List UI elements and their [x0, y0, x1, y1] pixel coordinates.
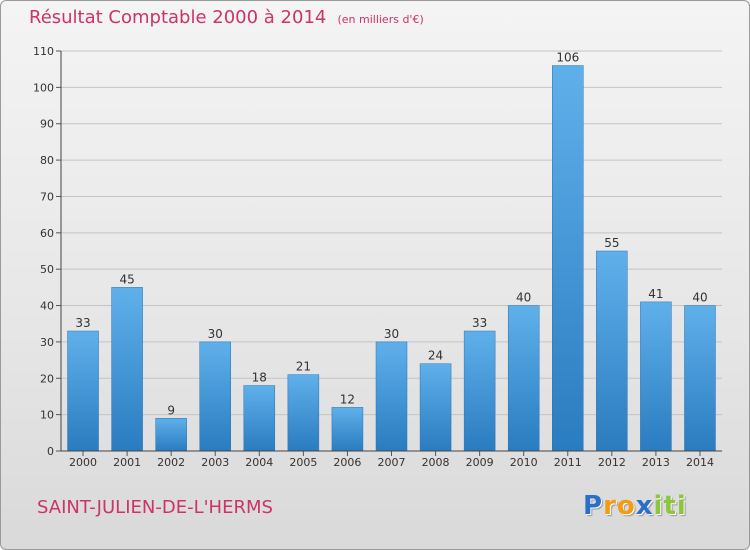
x-tick-label: 2012 [598, 456, 626, 469]
y-tick-label: 10 [40, 409, 54, 422]
chart-title-row: Résultat Comptable 2000 à 2014 (en milli… [29, 7, 424, 28]
chart-title: Résultat Comptable 2000 à 2014 [29, 7, 327, 28]
bar-2002 [155, 418, 187, 452]
bar-2005 [287, 374, 320, 452]
logo-letter: i [676, 491, 687, 521]
data-label: 21 [296, 360, 311, 374]
bar-2010 [507, 305, 540, 452]
x-tick-label: 2002 [157, 456, 185, 469]
bar-2007 [375, 341, 408, 452]
axes: 0 10 20 30 40 50 60 70 80 90 100 110 2000 2001 2002 200… [33, 45, 722, 469]
data-label: 18 [252, 371, 267, 385]
x-tick-label: 2010 [510, 456, 538, 469]
y-tick-label: 50 [40, 263, 54, 276]
data-label: 33 [472, 316, 487, 330]
x-tick-label: 2000 [69, 456, 97, 469]
bar-2008 [419, 363, 452, 452]
bar-series: 33 45 9 30 18 21 12 30 24 33 40 106 55 41 40 [67, 51, 716, 452]
logo-letter: r [603, 491, 617, 521]
logo-letter: i [653, 491, 664, 521]
x-tick-label: 2007 [378, 456, 406, 469]
y-tick-label: 70 [40, 190, 54, 203]
bar-2004 [243, 385, 276, 452]
logo-letter: o [616, 491, 636, 521]
bar-2012 [596, 250, 628, 452]
y-tick-label: 20 [40, 372, 54, 385]
bar-2014 [684, 305, 716, 452]
x-tick-label: 2004 [245, 456, 273, 469]
y-tick-label: 0 [47, 445, 54, 458]
x-tick-label: 2013 [642, 456, 670, 469]
x-tick-label: 2014 [686, 456, 714, 469]
data-label: 40 [516, 291, 531, 305]
x-tick-label: 2008 [422, 456, 450, 469]
bar-2011 [552, 65, 584, 452]
y-tick-label: 60 [40, 227, 54, 240]
bar-2009 [463, 330, 496, 452]
bar-2003 [199, 341, 231, 452]
data-label: 33 [75, 316, 90, 330]
bar-2000 [67, 330, 99, 452]
data-label: 55 [604, 236, 619, 250]
bar-2006 [331, 407, 364, 452]
bar-2001 [111, 287, 143, 452]
x-tick-label: 2006 [333, 456, 361, 469]
x-tick-label: 2011 [554, 456, 582, 469]
y-tick-label: 30 [40, 336, 54, 349]
data-label: 12 [340, 392, 355, 406]
data-label: 106 [556, 51, 579, 65]
proxiti-logo: Proxiti [583, 491, 687, 521]
logo-letter: P [583, 491, 604, 521]
y-tick-label: 80 [40, 154, 54, 167]
data-label: 30 [384, 327, 399, 341]
x-tick-label: 2005 [289, 456, 317, 469]
chart-units-label: (en milliers d'€) [337, 13, 424, 26]
y-tick-label: 100 [33, 81, 54, 94]
data-label: 24 [428, 349, 443, 363]
y-tick-label: 110 [33, 45, 54, 58]
logo-letter: x [635, 491, 654, 521]
y-tick-label: 90 [40, 118, 54, 131]
commune-name: SAINT-JULIEN-DE-L'HERMS [37, 497, 273, 518]
data-label: 9 [167, 403, 175, 417]
data-label: 45 [119, 272, 134, 286]
x-tick-label: 2001 [113, 456, 141, 469]
data-label: 41 [648, 287, 663, 301]
logo-letter: t [663, 491, 677, 521]
data-label: 30 [208, 327, 223, 341]
x-tick-label: 2009 [466, 456, 494, 469]
data-label: 40 [692, 291, 707, 305]
y-tick-label: 40 [40, 300, 54, 313]
bar-2013 [640, 301, 672, 452]
x-tick-label: 2003 [201, 456, 229, 469]
